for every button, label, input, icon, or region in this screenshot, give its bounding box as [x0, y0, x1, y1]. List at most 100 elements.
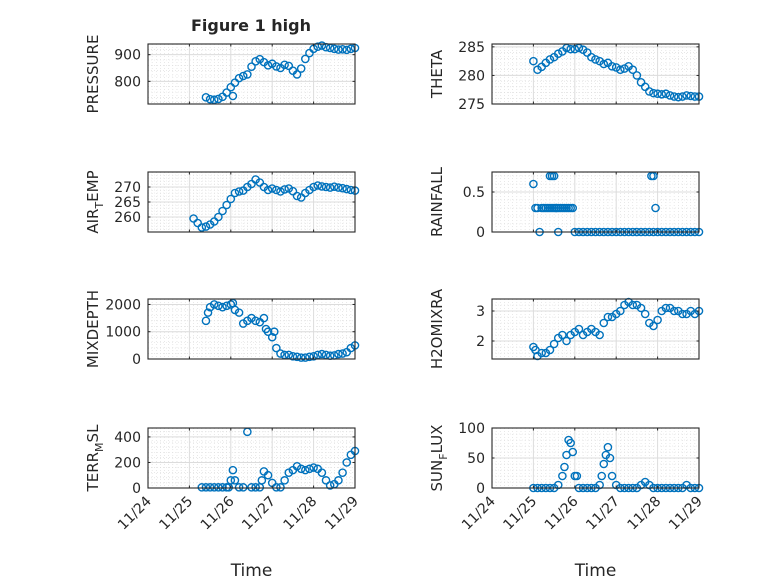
- data-point: [649, 88, 658, 98]
- data-point: [338, 45, 347, 54]
- data-point: [669, 306, 679, 316]
- data-point: [338, 349, 347, 358]
- data-point: [301, 353, 310, 362]
- x-tick-label: 11/29: [322, 494, 362, 534]
- x-tick-label: 11/28: [281, 494, 321, 534]
- data-point: [599, 459, 609, 469]
- data-point: [657, 89, 667, 99]
- data-point: [317, 349, 327, 359]
- data-point: [607, 471, 617, 481]
- data-point: [203, 308, 213, 317]
- x-tick-label: 11/27: [583, 494, 623, 534]
- x-tick-label: 11/25: [156, 494, 196, 534]
- y-tick-label: 900: [114, 48, 141, 64]
- y-tick-label: 800: [114, 74, 141, 90]
- data-point: [653, 89, 662, 99]
- y-tick-label: 0: [476, 481, 485, 497]
- data-point: [599, 318, 609, 328]
- data-point: [263, 185, 273, 195]
- y-tick-label: 265: [114, 195, 141, 211]
- y-tick-label: 0.5: [463, 185, 485, 201]
- y-axis-label: H2OMIXRA: [428, 288, 446, 369]
- y-tick-label: 0: [132, 481, 141, 497]
- data-point: [620, 64, 629, 73]
- data-point: [218, 483, 227, 492]
- y-tick-label: 2000: [105, 297, 141, 313]
- data-point: [230, 476, 240, 485]
- data-point: [603, 312, 613, 322]
- panel-theta: 275 280 285 THETA: [428, 40, 704, 113]
- data-point: [276, 349, 285, 358]
- data-point: [276, 187, 285, 196]
- data-point: [674, 92, 683, 102]
- data-point: [201, 93, 211, 102]
- data-point: [296, 64, 306, 73]
- data-point: [560, 462, 569, 472]
- y-axis-label: TERRMSL: [84, 424, 106, 493]
- x-tick-label: 11/28: [625, 494, 665, 534]
- panel-pressure: 800 900 PRESSURE: [84, 35, 360, 113]
- data-point: [342, 458, 352, 467]
- x-tick-label: 11/25: [500, 494, 540, 534]
- data-point: [234, 308, 244, 317]
- data-point: [603, 442, 613, 452]
- data-point: [313, 42, 323, 51]
- data-point: [317, 41, 327, 50]
- data-point: [197, 483, 207, 492]
- data-point: [222, 88, 231, 97]
- data-point: [238, 71, 248, 81]
- data-point: [276, 483, 285, 492]
- data-point: [678, 92, 687, 101]
- y-tick-label: 280: [458, 68, 485, 84]
- figure-title: Figure 1 high: [191, 16, 311, 35]
- y-tick-label: 100: [458, 421, 485, 437]
- data-point: [296, 353, 306, 362]
- data-point: [537, 348, 546, 358]
- data-point: [234, 483, 244, 492]
- data-point: [329, 44, 339, 54]
- data-point: [553, 480, 563, 490]
- y-tick-label: 2: [476, 334, 485, 350]
- y-tick-label: 275: [458, 97, 485, 113]
- data-point: [209, 483, 219, 492]
- x-tick-label: 11/29: [666, 494, 706, 534]
- data-point: [259, 313, 269, 323]
- data-point: [591, 55, 600, 64]
- data-point: [553, 49, 563, 59]
- data-point: [549, 339, 559, 349]
- data-point: [595, 480, 604, 490]
- data-point: [313, 181, 323, 190]
- data-point: [214, 483, 223, 492]
- data-point: [226, 476, 236, 485]
- data-point: [599, 59, 609, 69]
- y-tick-label: 200: [114, 455, 141, 471]
- data-point: [226, 194, 236, 204]
- data-point: [545, 345, 555, 355]
- data-point: [214, 212, 223, 222]
- data-point: [205, 483, 215, 492]
- y-axis-label: RAINFALL: [428, 166, 446, 237]
- data-point: [247, 483, 256, 492]
- data-point: [267, 332, 277, 342]
- data-point: [686, 91, 696, 101]
- data-point: [334, 183, 343, 192]
- data-point: [218, 206, 227, 216]
- y-axis-label: SUNFLUX: [428, 425, 450, 492]
- data-point: [529, 179, 538, 189]
- axes-box: [147, 43, 356, 105]
- data-point: [214, 94, 223, 104]
- data-point: [317, 468, 327, 477]
- y-tick-label: 285: [458, 40, 485, 56]
- data-point: [209, 95, 219, 105]
- data-point: [566, 44, 575, 54]
- data-point: [288, 351, 298, 361]
- y-tick-label: 260: [114, 210, 141, 226]
- data-point: [651, 203, 660, 213]
- y-tick-label: 400: [114, 430, 141, 446]
- axes-box: [147, 427, 356, 489]
- data-point: [628, 65, 638, 75]
